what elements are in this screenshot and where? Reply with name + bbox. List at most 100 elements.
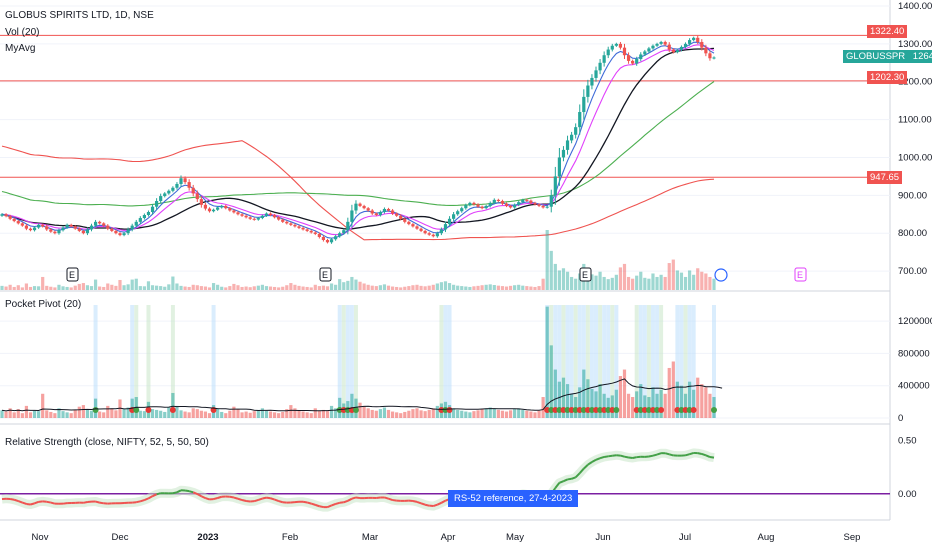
pocket-pivot-label[interactable]: Pocket Pivot (20) (5, 299, 82, 310)
rs-line-segment (278, 500, 284, 504)
candle-body (309, 230, 313, 233)
pp-volume-bar (293, 408, 297, 418)
pp-volume-bar (41, 393, 45, 418)
rs-line-segment (266, 496, 271, 500)
pp-volume-bar (472, 411, 476, 418)
candle-body (272, 215, 277, 218)
pp-volume-bar (427, 409, 431, 418)
volume-bar (537, 286, 541, 290)
pp-volume-bar (704, 387, 708, 418)
volume-bar (301, 286, 305, 290)
pocket-pivot-pane[interactable] (0, 305, 723, 418)
candle-body (647, 48, 651, 52)
rs-line-segment (440, 499, 446, 504)
pp-volume-bar (565, 384, 570, 418)
candle-body (207, 208, 212, 212)
relative-strength-label[interactable]: Relative Strength (close, NIFTY, 52, 5, … (5, 437, 209, 448)
rs-line-segment (664, 452, 670, 456)
volume-bar (517, 284, 521, 290)
volume-bar (207, 287, 212, 290)
pp-volume-bar (480, 409, 484, 418)
pocket-pivot-highlight (134, 305, 139, 418)
pp-volume-bar (106, 405, 110, 418)
volume-bar (476, 285, 480, 290)
candle-body (439, 229, 444, 234)
rs-line-segment (257, 497, 263, 501)
relative-strength-pane[interactable] (0, 448, 890, 512)
time-axis-label: 2023 (197, 532, 218, 543)
candle-body (671, 49, 675, 53)
pp-volume-bar (313, 408, 317, 418)
volume-bar (24, 283, 29, 290)
volume-bar (655, 276, 659, 290)
candle-body (305, 229, 309, 231)
pp-volume-bar (20, 413, 24, 418)
rs-line-segment (241, 499, 247, 503)
candle-body (504, 203, 509, 206)
candle-body (159, 196, 163, 202)
rs-line-segment (701, 453, 707, 457)
pp-volume-bar (187, 412, 191, 418)
rs-line-segment (217, 495, 222, 499)
pocket-pivot-highlight (687, 305, 692, 418)
volume-bar (106, 283, 110, 290)
volume-bar (110, 284, 114, 290)
myavg-indicator-label[interactable]: MyAvg (5, 43, 36, 54)
candle-body (606, 49, 610, 56)
volume-bar (293, 284, 297, 290)
volume-bar (484, 284, 488, 290)
candle-body (65, 224, 69, 228)
rs-line-segment (95, 500, 100, 504)
rs-line-segment (262, 496, 267, 500)
candle-body (342, 230, 346, 234)
pp-volume-bar (150, 409, 155, 418)
rs-line-segment (237, 497, 243, 501)
volume-bar (305, 286, 309, 290)
candle-body (329, 239, 334, 243)
rs-line-segment (314, 503, 320, 508)
pp-tick-label: 800000 (898, 348, 930, 359)
volume-bar (175, 283, 179, 290)
volume-bar (606, 279, 610, 290)
volume-bar (272, 286, 277, 290)
pp-volume-bar (73, 409, 77, 418)
rs-line-segment (388, 497, 393, 502)
rs-line-segment (172, 491, 178, 495)
candle-body (382, 208, 387, 212)
volume-bar (350, 276, 354, 290)
pp-volume-bar (553, 369, 557, 418)
volume-bar (93, 279, 98, 290)
candle-body (114, 230, 118, 234)
earnings-marker-box (319, 267, 332, 282)
pocket-pivot-highlight (439, 305, 444, 418)
candle-body (195, 193, 199, 200)
candle-body (618, 43, 623, 48)
pocket-pivot-highlight (634, 305, 639, 418)
pp-volume-bar (138, 410, 142, 418)
pp-volume-bar (61, 411, 65, 418)
pp-tick-label: 400000 (898, 381, 930, 392)
candle-body (93, 221, 98, 226)
candle-body (150, 206, 155, 212)
volume-bar (171, 276, 175, 290)
candle-body (183, 178, 187, 183)
rs-line-segment (608, 454, 613, 458)
rs-line-segment (331, 502, 336, 507)
rs-reference-tooltip: RS-52 reference, 27-4-2023 (448, 490, 579, 507)
rs-line-segment (46, 500, 52, 504)
vol-indicator-label[interactable]: Vol (20) (5, 27, 40, 38)
volume-bar (598, 271, 602, 290)
rs-line-segment (50, 501, 56, 505)
volume-bar (492, 285, 496, 290)
volume-bar (118, 280, 122, 290)
volume-bar (309, 287, 313, 290)
rs-line-segment (140, 499, 145, 503)
volume-bar (268, 286, 273, 290)
candle-body (89, 225, 94, 230)
last-price-symbol: GLOBUSSPR (846, 51, 906, 62)
volume-bar (553, 263, 557, 290)
rs-line-segment (656, 452, 662, 456)
candle-body (545, 206, 549, 208)
